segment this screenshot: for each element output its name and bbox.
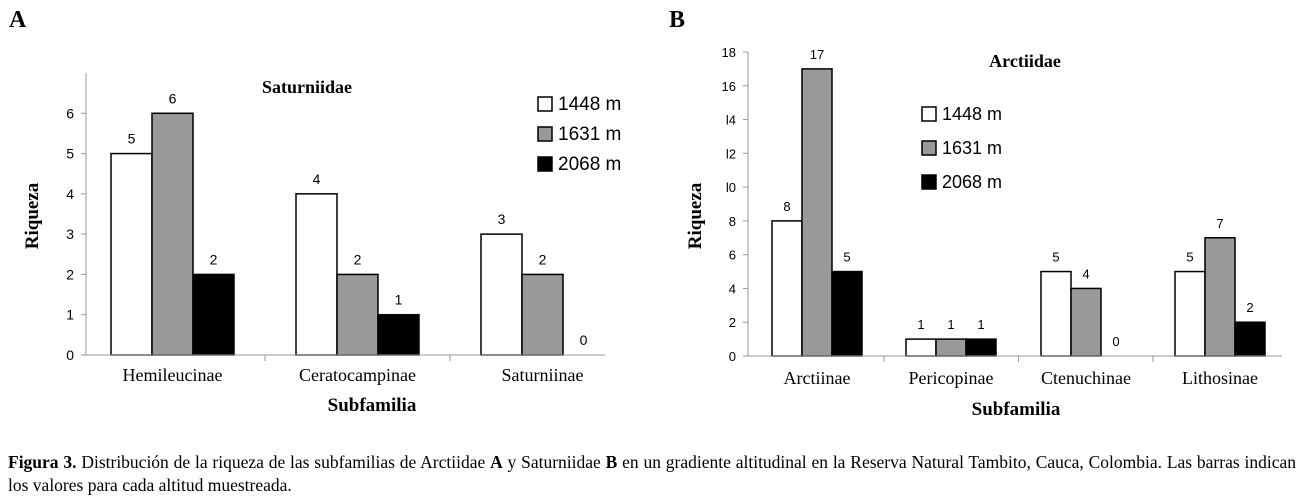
bar [935,338,967,357]
caption-text-3: en un gradiente altitudinal en la Reserv… [8,452,1296,495]
category-label: Ctenuchinae [1041,368,1131,388]
y-tick-label: 4 [66,186,74,202]
legend-a: 1448 m 1631 m 2068 m [537,94,621,175]
bar [1204,237,1236,357]
bar [905,338,937,357]
legend-swatch [537,156,553,172]
bar [192,273,235,356]
bar [295,193,338,356]
data-label: 4 [1082,266,1089,281]
x-axis-label-b: Subfamilia [972,399,1061,420]
category-label: Saturniinae [502,365,584,385]
data-label: 2 [539,251,547,267]
bar [965,338,997,357]
category-label: Hemileucinae [123,365,223,385]
data-label: 4 [313,171,321,187]
y-tick-label: 0 [729,349,736,364]
bar [110,152,153,356]
bar [801,68,833,357]
bar [831,270,863,357]
legend-b: 1448 m 1631 m 2068 m [921,104,1002,192]
category-label: Pericopinae [909,368,994,388]
data-label: 1 [947,317,954,332]
data-label: 5 [1186,250,1193,265]
data-label: 0 [1112,334,1119,349]
figure-caption: Figura 3. Distribución de la riqueza de … [8,451,1296,497]
data-label: 6 [169,90,177,106]
legend-label: 1448 m [558,94,621,115]
data-label: 17 [810,47,824,62]
panel-letter-a: A [9,7,27,33]
x-axis-label-a: Subfamilia [328,395,417,416]
y-tick-label: l2 [726,146,736,161]
caption-bold-b: B [605,452,618,472]
chart-panel-b: Arctiidae Riqueza Subfamilia 0 2 4 6 8 l0 l2 l4… [685,45,1282,420]
chart-title-b: Arctiidae [989,51,1061,71]
legend-swatch [537,126,553,142]
legend-label: 1448 m [942,104,1002,124]
data-label: 8 [783,199,790,214]
category-label: Ceratocampinae [299,365,416,385]
y-tick-label: l4 [726,113,736,128]
caption-bold-a: A [490,452,503,472]
bar [1174,270,1206,357]
y-tick-label: l0 [726,180,736,195]
data-label: 3 [498,211,506,227]
chart-title-a: Saturniidae [262,77,352,97]
y-tick-label: 3 [66,226,74,242]
y-tick-label: 18 [722,45,736,60]
bar [521,273,564,356]
chart-panel-a: Saturniidae Riqueza Subfamilia 0 1 2 3 4 5 6 5… [22,73,621,416]
y-axis-label-b: Riqueza [685,182,706,249]
category-label: Arctiinae [784,368,851,388]
data-label: 1 [917,317,924,332]
legend-label: 1631 m [942,138,1002,158]
y-tick-label: 5 [66,146,74,162]
panel-letter-b: B [669,7,685,33]
y-tick-label: 2 [729,315,736,330]
y-tick-label: 1 [66,307,74,323]
y-tick-label: 2 [66,266,74,282]
bar [377,313,420,356]
legend-swatch [537,96,553,112]
bar [151,112,194,356]
y-tick-label: 8 [729,214,736,229]
bar [1234,321,1266,357]
bar [1070,287,1102,357]
bar [1040,270,1072,357]
y-tick-label: 4 [729,281,736,296]
data-label: 5 [1052,250,1059,265]
data-label: 1 [977,317,984,332]
category-label: Lithosinae [1182,368,1258,388]
legend-swatch [921,106,937,122]
legend-swatch [921,174,937,190]
caption-text-1: Distribución de la riqueza de las subfam… [76,452,491,472]
legend-swatch [921,140,937,156]
legend-label: 2068 m [942,172,1002,192]
data-label: 7 [1216,216,1223,231]
data-label: 0 [580,332,588,348]
data-label: 2 [1246,300,1253,315]
bar [771,220,803,357]
bar [480,233,523,356]
caption-label: Figura 3. [8,452,77,472]
legend-label: 1631 m [558,124,621,145]
y-tick-label: 0 [66,347,74,363]
data-label: 5 [843,250,850,265]
y-axis-label-a: Riqueza [22,182,43,249]
y-tick-label: 16 [722,79,736,94]
data-label: 2 [210,251,218,267]
legend-label: 2068 m [558,154,621,175]
data-label: 5 [128,131,136,147]
y-tick-label: 6 [729,248,736,263]
data-label: 2 [354,251,362,267]
bar [336,273,379,356]
caption-text-2: y Saturniidae [502,452,606,472]
data-label: 1 [395,292,403,308]
y-tick-label: 6 [66,105,74,121]
